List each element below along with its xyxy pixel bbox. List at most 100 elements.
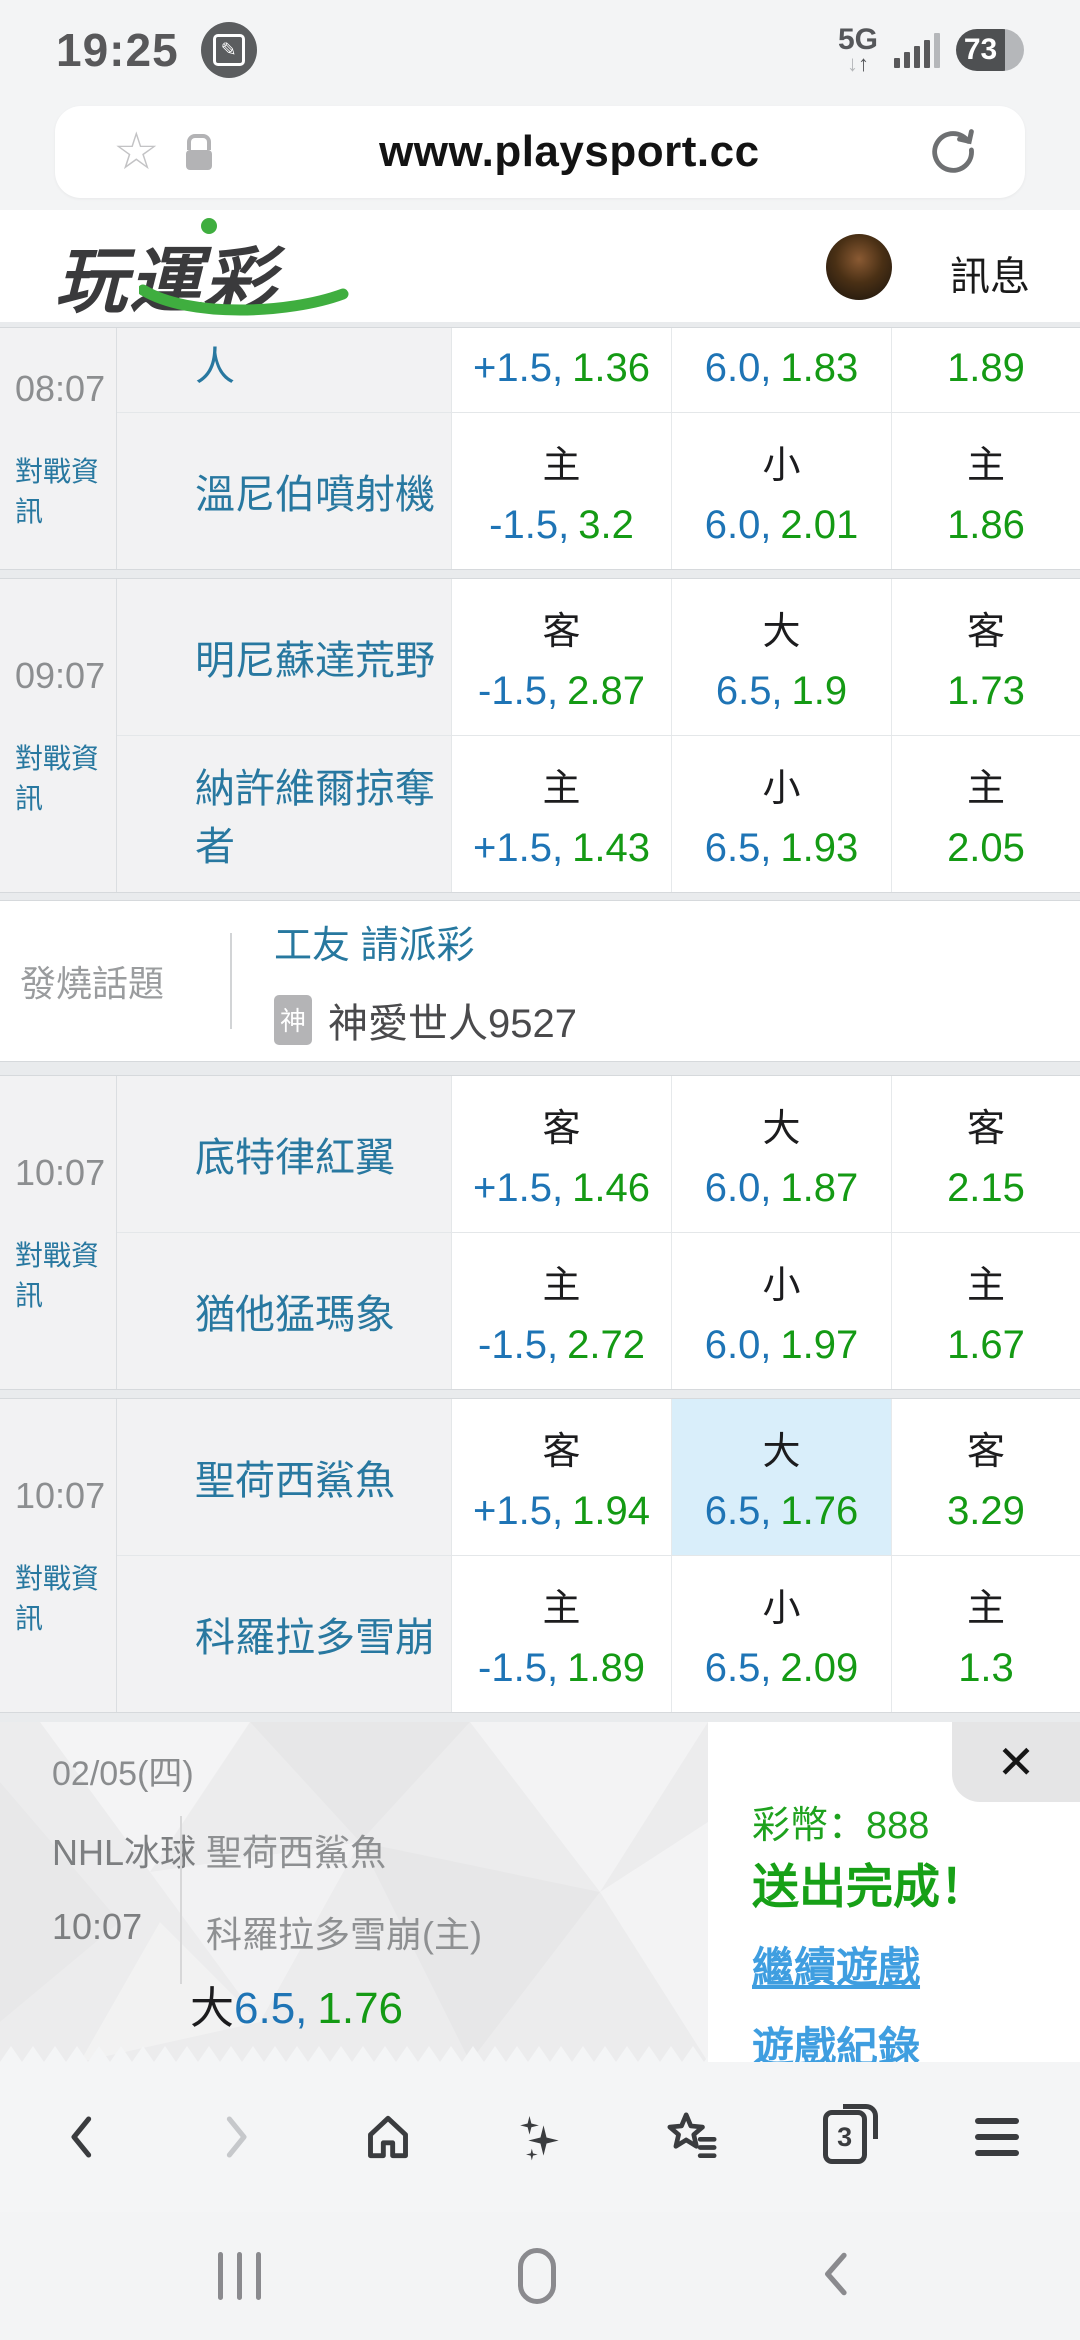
moneyline-odds-cell[interactable]: 主 2.05 (892, 736, 1080, 892)
close-button[interactable]: ✕ (952, 1722, 1080, 1802)
hamburger-icon (974, 2118, 1019, 2156)
messages-link[interactable]: 訊息 (950, 255, 1030, 299)
spread-odds-cell[interactable]: 客 +1.5, 1.46 (452, 1076, 672, 1232)
screen-capture-icon: ✎ (200, 22, 257, 78)
game-time: 09:07 (15, 654, 106, 696)
back-nav-button[interactable] (812, 2246, 862, 2307)
team-cell[interactable]: 明尼蘇達荒野 (117, 579, 452, 735)
coins-balance: 彩幣：888 (752, 1805, 930, 1847)
bookmark-star-icon[interactable]: ☆ (113, 123, 160, 181)
team-cell[interactable]: 聖荷西鯊魚 (117, 1399, 452, 1555)
team-cell[interactable]: 猶他猛瑪象 (117, 1233, 452, 1389)
team-cell[interactable]: 納許維爾掠奪者 (117, 736, 452, 892)
hot-topic-label: 發燒話題 (20, 963, 165, 1004)
spread-odds-cell[interactable]: 主 +1.5, 1.43 (452, 736, 672, 892)
tabs-button[interactable]: 3 (814, 2104, 878, 2168)
secure-lock-icon[interactable] (185, 134, 212, 170)
sparkles-icon (520, 2116, 559, 2161)
reload-icon[interactable] (927, 124, 979, 181)
match-info-link[interactable]: 對戰資訊 (15, 1562, 100, 1634)
spread-odds-cell[interactable]: 客 -1.5, 2.87 (452, 579, 672, 735)
team-name: 科羅拉多雪崩 (195, 1616, 435, 1660)
url-text[interactable]: www.playsport.cc (379, 127, 760, 176)
moneyline-odds-cell[interactable]: 主 1.67 (892, 1233, 1080, 1389)
battery-percent: 73 (956, 29, 1005, 71)
table-row: 猶他猛瑪象 主 -1.5, 2.72 小 6.0, 1.97 主 1.67 (117, 1232, 1080, 1389)
divider (180, 1816, 182, 1984)
recents-button[interactable] (218, 2252, 261, 2300)
site-logo[interactable]: 玩運彩 (55, 218, 355, 322)
hot-topic-username[interactable]: 神愛世人9527 (328, 1001, 577, 1046)
total-odds-cell-selected[interactable]: 大 6.5, 1.76 (672, 1399, 892, 1555)
bet-slip-summary: 02/05(四) NHL冰球 10:07 聖荷西鯊魚 科羅拉多雪崩(主) 大6.… (0, 1722, 708, 2062)
team-name: 明尼蘇達荒野 (195, 639, 435, 683)
logo-dot (201, 218, 217, 234)
forward-button[interactable] (204, 2106, 266, 2168)
odds-section: 09:07 對戰資訊 明尼蘇達荒野 客 -1.5, 2.87 大 6.5, 1.9 … (0, 578, 1080, 893)
logo-swoosh (139, 284, 349, 316)
match-info-link[interactable]: 對戰資訊 (15, 455, 100, 527)
odds-section: 08:07 對戰資訊 蒙特婁加拿大人 客 +1.5,1.36 大 6.0,1.8… (0, 327, 1080, 570)
team-cell[interactable]: 溫尼伯噴射機 (117, 413, 452, 569)
match-info-link[interactable]: 對戰資訊 (15, 742, 100, 814)
spread-odds-cell[interactable]: 主 -1.5, 2.72 (452, 1233, 672, 1389)
hot-topic-title[interactable]: 工友 請派彩 (274, 924, 475, 967)
home-nav-button[interactable] (517, 2248, 556, 2304)
triangle-pattern (40, 1722, 708, 2062)
moneyline-odds-cell[interactable]: 客 1.73 (892, 579, 1080, 735)
spread-odds-cell[interactable]: 客 +1.5, 1.94 (452, 1399, 672, 1555)
bet-league: NHL冰球 (52, 1832, 197, 1873)
moneyline-odds-cell[interactable]: 主 1.86 (892, 413, 1080, 569)
tab-stack-icon (842, 2104, 878, 2139)
team-cell[interactable]: 科羅拉多雪崩 (117, 1556, 452, 1712)
table-row: 蒙特婁加拿大人 客 +1.5,1.36 大 6.0,1.83 客 1.89 (117, 328, 1080, 412)
match-info-link[interactable]: 對戰資訊 (15, 1239, 100, 1311)
bet-result-panel: 彩幣：888 送出完成！ 繼續遊戲 遊戲紀錄 (708, 1722, 1080, 2071)
moneyline-odds-cell[interactable]: 客 1.89 (892, 328, 1080, 412)
home-button[interactable] (357, 2106, 419, 2168)
bookmarks-button[interactable] (661, 2106, 723, 2168)
chevron-right-icon (227, 2116, 247, 2158)
team-name: 蒙特婁加拿大人 (195, 328, 435, 389)
continue-game-link[interactable]: 繼續遊戲 (752, 1944, 921, 1991)
total-odds-cell[interactable]: 小 6.0, 2.01 (672, 413, 892, 569)
moneyline-odds-cell[interactable]: 客 2.15 (892, 1076, 1080, 1232)
table-row: 溫尼伯噴射機 主 -1.5, 3.2 小 6.0, 2.01 主 1.86 (117, 412, 1080, 569)
game-time-column: 10:07 對戰資訊 (0, 1076, 117, 1389)
total-odds-cell[interactable]: 大 6.5, 1.9 (672, 579, 892, 735)
battery-icon: 73 (956, 29, 1024, 71)
avatar[interactable] (826, 234, 892, 300)
team-name: 聖荷西鯊魚 (195, 1459, 395, 1503)
spread-odds-cell[interactable]: 主 -1.5, 1.89 (452, 1556, 672, 1712)
address-bar[interactable]: ☆ www.playsport.cc (55, 106, 1025, 198)
total-odds-cell[interactable]: 小 6.5, 1.93 (672, 736, 892, 892)
status-bar: 19:25 ✎ 5G ↓↑ 73 (0, 0, 1080, 100)
spread-odds-cell[interactable]: 主 -1.5, 3.2 (452, 413, 672, 569)
user-badge: 神 (274, 994, 312, 1045)
bet-pick: 大6.5, 1.76 (190, 1984, 404, 2033)
team-cell[interactable]: 蒙特婁加拿大人 (117, 328, 452, 412)
chevron-left-icon (825, 2252, 847, 2295)
ai-assistant-button[interactable] (509, 2106, 571, 2168)
bet-away-team: 聖荷西鯊魚 (206, 1832, 387, 1873)
home-icon (367, 2115, 408, 2159)
back-button[interactable] (52, 2106, 114, 2168)
table-row: 聖荷西鯊魚 客 +1.5, 1.94 大 6.5, 1.76 客 3.29 (117, 1399, 1080, 1555)
bet-time: 10:07 (52, 1906, 143, 1947)
odds-section: 10:07 對戰資訊 底特律紅翼 客 +1.5, 1.46 大 6.0, 1.87 … (0, 1075, 1080, 1390)
moneyline-odds-cell[interactable]: 主 1.3 (892, 1556, 1080, 1712)
table-row: 科羅拉多雪崩 主 -1.5, 1.89 小 6.5, 2.09 主 1.3 (117, 1555, 1080, 1712)
total-odds-cell[interactable]: 小 6.5, 2.09 (672, 1556, 892, 1712)
spread-odds-cell[interactable]: 客 +1.5,1.36 (452, 328, 672, 412)
total-odds-cell[interactable]: 大 6.0,1.83 (672, 328, 892, 412)
menu-button[interactable] (966, 2106, 1028, 2168)
moneyline-odds-cell[interactable]: 客 3.29 (892, 1399, 1080, 1555)
team-name: 納許維爾掠奪者 (195, 767, 435, 869)
total-odds-cell[interactable]: 大 6.0, 1.87 (672, 1076, 892, 1232)
team-cell[interactable]: 底特律紅翼 (117, 1076, 452, 1232)
team-name: 底特律紅翼 (195, 1136, 395, 1180)
network-type-icon: 5G ↓↑ (837, 23, 878, 76)
game-time-column: 08:07 對戰資訊 (0, 328, 117, 569)
total-odds-cell[interactable]: 小 6.0, 1.97 (672, 1233, 892, 1389)
